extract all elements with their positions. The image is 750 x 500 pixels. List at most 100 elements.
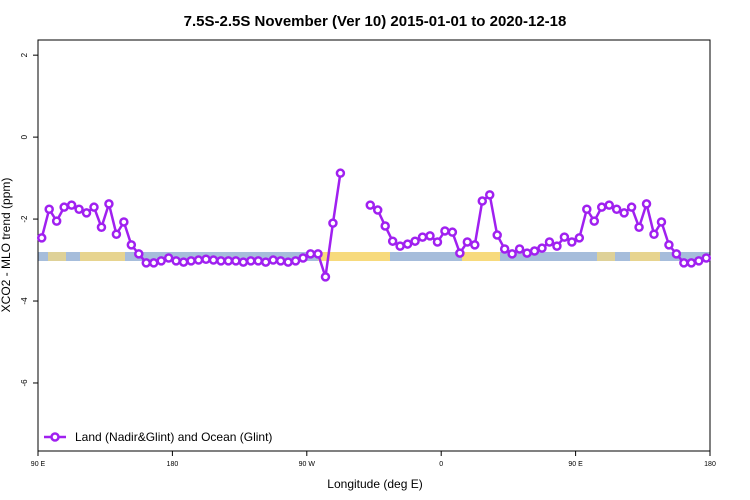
data-point [679,258,689,268]
data-point [81,208,92,218]
data-point [649,229,659,239]
data-point [477,196,488,206]
x-tick-label: 180 [167,461,179,468]
data-point [507,249,517,259]
data-point [611,204,622,214]
data-point [216,256,226,266]
data-point [268,255,278,265]
data-point [193,255,204,265]
data-point [66,200,77,210]
data-point [641,199,652,209]
y-axis-label: XCO2 - MLO trend (ppm) [0,178,13,313]
data-point [186,256,196,266]
data-point [470,240,480,250]
data-point [104,199,114,209]
data-point [96,222,107,233]
data-point [335,168,346,178]
y-tick-label: 2 [20,52,29,57]
land-band [48,252,66,261]
data-point [313,249,323,259]
data-point [238,257,249,267]
data-point [402,239,413,249]
data-point [432,237,443,247]
data-point [171,256,181,266]
data-point [462,237,473,247]
data-point [305,249,316,259]
data-point [522,248,532,258]
y-tick-label: -6 [20,379,29,387]
data-point [372,205,383,215]
land-ocean-band [38,252,710,261]
data-point [134,249,144,259]
data-point [178,257,189,267]
data-point [701,253,712,263]
data-point [582,204,592,214]
data-point [208,255,219,265]
x-tick-label: 90 W [299,461,316,468]
data-point [664,240,674,250]
data-point [686,258,697,268]
data-point [552,241,562,251]
data-point [604,200,614,210]
data-point [283,257,293,267]
data-point [447,227,458,237]
data-point [455,248,465,258]
data-point [365,200,376,210]
data-point [59,202,69,212]
data-point [440,226,450,236]
x-tick-label: 0 [439,461,443,468]
data-point [589,216,600,226]
data-point [380,221,390,231]
land-band [318,252,390,261]
land-band [630,252,660,261]
land-band [80,252,125,261]
data-point [596,202,607,212]
data-point [126,240,137,250]
data-point [260,257,271,267]
data-point [425,231,435,241]
y-tick-label: -4 [20,297,29,305]
data-point [290,256,301,266]
data-point [529,246,540,256]
data-point [514,244,525,254]
data-point [559,232,570,242]
data-point [634,222,644,233]
data-point [387,236,398,246]
data-point [567,237,577,247]
data-point [156,256,166,266]
land-band [462,252,500,261]
data-point [499,244,510,254]
y-tick-label: -2 [20,215,29,223]
land-band [597,252,615,261]
series-line [40,172,707,278]
x-tick-label: 90 E [568,461,583,468]
data-point [328,218,338,228]
data-point [111,229,122,239]
data-point [163,253,174,263]
data-point [417,232,428,242]
data-point [275,256,286,266]
data-point [51,216,62,226]
data-point [298,253,308,263]
data-point [201,254,211,264]
x-tick-label: 90 E [31,461,46,468]
legend-marker [50,432,60,442]
data-point [223,256,234,266]
data-point [671,249,682,259]
data-point [484,190,495,200]
data-point [119,217,129,227]
data-point [246,256,256,266]
data-point [574,233,585,243]
data-point [537,243,547,253]
data-point [395,241,405,251]
data-point [626,202,637,212]
data-point [492,230,502,240]
data-point [44,204,54,214]
data-point [656,217,667,227]
data-point [74,204,84,214]
x-tick-label: 180 [704,461,716,468]
data-point [231,256,241,266]
data-point [141,258,152,268]
data-point [148,258,159,268]
